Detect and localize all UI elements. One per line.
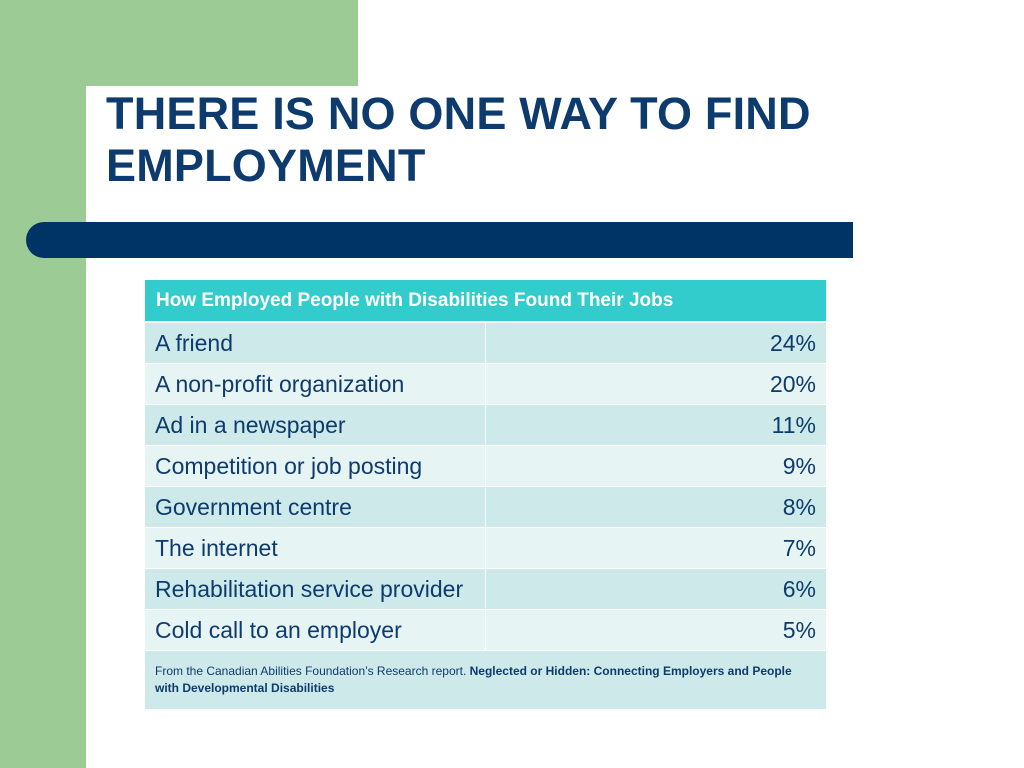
row-value: 11%: [485, 404, 827, 446]
title-line-2: EMPLOYMENT: [106, 140, 426, 191]
row-label: A friend: [144, 321, 486, 364]
row-label: The internet: [144, 527, 486, 569]
row-value: 6%: [485, 568, 827, 610]
row-value: 24%: [485, 321, 827, 364]
title-line-1: THERE IS NO ONE WAY TO FIND: [106, 88, 811, 139]
table-row: A friend 24%: [144, 321, 827, 364]
slide-title: THERE IS NO ONE WAY TO FIND EMPLOYMENT: [106, 88, 986, 192]
row-value: 7%: [485, 527, 827, 569]
table-header-row: How Employed People with Disabilities Fo…: [144, 279, 827, 323]
table-row: Ad in a newspaper 11%: [144, 404, 827, 446]
row-value: 8%: [485, 486, 827, 528]
table-row: Cold call to an employer 5%: [144, 609, 827, 651]
row-label: Ad in a newspaper: [144, 404, 486, 446]
table-row: A non-profit organization 20%: [144, 363, 827, 405]
green-side-band: [0, 0, 86, 768]
row-label: Cold call to an employer: [144, 609, 486, 651]
row-value: 5%: [485, 609, 827, 651]
jobs-table: How Employed People with Disabilities Fo…: [144, 279, 827, 710]
source-note: From the Canadian Abilities Foundation’s…: [144, 650, 827, 710]
green-top-band: [0, 0, 358, 86]
table-row: Competition or job posting 9%: [144, 445, 827, 487]
row-label: Competition or job posting: [144, 445, 486, 487]
title-underline-bar: [26, 222, 853, 258]
source-text: From the Canadian Abilities Foundation’s…: [155, 664, 470, 678]
row-value: 20%: [485, 363, 827, 405]
source-report-title: Neglected or Hidden: Connecting Employer…: [155, 664, 792, 695]
row-value: 9%: [485, 445, 827, 487]
rounded-corner: [86, 86, 146, 146]
row-label: Government centre: [144, 486, 486, 528]
table-header: How Employed People with Disabilities Fo…: [144, 279, 827, 323]
row-label: Rehabilitation service provider: [144, 568, 486, 610]
source-row: From the Canadian Abilities Foundation’s…: [144, 650, 827, 710]
row-label: A non-profit organization: [144, 363, 486, 405]
jobs-table-container: How Employed People with Disabilities Fo…: [144, 279, 827, 710]
table-row: Government centre 8%: [144, 486, 827, 528]
table-row: The internet 7%: [144, 527, 827, 569]
table-row: Rehabilitation service provider 6%: [144, 568, 827, 610]
